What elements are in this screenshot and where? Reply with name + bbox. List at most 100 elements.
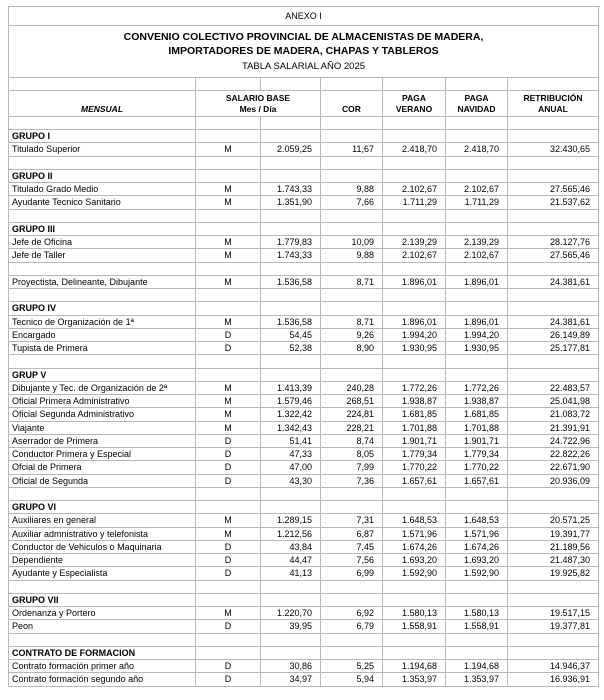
cell-cor: 8,05	[321, 448, 383, 462]
cell-retribucion-anual: 25.177,81	[508, 342, 599, 356]
cell-md	[196, 302, 261, 316]
cell-salario-base	[261, 355, 321, 369]
table-row: Titulado Grado Medio M 1.743,33 9,88 2.102,6…	[9, 183, 600, 197]
table-row: Conductor Primera y Especial D 47,33 8,05 1.…	[9, 448, 600, 462]
cell-salario-base	[261, 593, 321, 607]
cell-cor: 224,81	[321, 408, 383, 422]
cell-retribucion-anual: 21.189,56	[508, 540, 599, 554]
cell-salario-base	[261, 169, 321, 183]
cell-retribucion-anual: 27.565,46	[508, 249, 599, 263]
cell-cor	[321, 633, 383, 647]
cell-paga-navidad	[446, 156, 508, 170]
cell-label: Contrato formación primer año	[9, 660, 196, 674]
cell-paga-navidad: 1.994,20	[446, 328, 508, 342]
cell-salario-base: 1.743,33	[261, 249, 321, 263]
cell-retribucion-anual: 24.381,61	[508, 275, 599, 289]
cell-md	[196, 222, 261, 236]
cell-label	[9, 487, 196, 501]
cell-paga-verano: 1.681,85	[383, 408, 446, 422]
cell-md: D	[196, 660, 261, 674]
cell-cor: 11,67	[321, 143, 383, 157]
cell-md: D	[196, 434, 261, 448]
cell-paga-navidad: 1.896,01	[446, 275, 508, 289]
cell-retribucion-anual	[508, 169, 599, 183]
table-row: Ordenanza y Portero M 1.220,70 6,92 1.580,13…	[9, 607, 600, 621]
cell-paga-navidad: 1.770,22	[446, 461, 508, 475]
cell-retribucion-anual: 27.565,46	[508, 183, 599, 197]
group-row: GRUPO IV	[9, 302, 600, 316]
blank-row	[9, 289, 600, 303]
cell-retribucion-anual: 19.925,82	[508, 567, 599, 581]
cell-cor: 7,66	[321, 196, 383, 210]
table-row: Tupista de Primera D 52,38 8,90 1.930,95 1.93…	[9, 342, 600, 356]
cell-salario-base: 2.059,25	[261, 143, 321, 157]
cell-paga-verano	[383, 633, 446, 647]
cell-salario-base	[261, 487, 321, 501]
table-row: Jefe de Taller M 1.743,33 9,88 2.102,67 2.102…	[9, 249, 600, 263]
cell-paga-verano: 1.711,29	[383, 196, 446, 210]
table-row: Ayudante Tecnico Sanitario M 1.351,90 7,66 1…	[9, 196, 600, 210]
table-row: Contrato formación segundo año D 34,97 5,94…	[9, 673, 600, 687]
cell-cor: 7,45	[321, 540, 383, 554]
cell-cor: 8,74	[321, 434, 383, 448]
cell-md	[196, 289, 261, 303]
cell-cor: 9,88	[321, 249, 383, 263]
cell-label: Dibujante y Tec. de Organización de 2ª	[9, 381, 196, 395]
cell-md: M	[196, 607, 261, 621]
cell-paga-verano: 1.648,53	[383, 514, 446, 528]
cell-paga-verano: 1.772,26	[383, 381, 446, 395]
cell-label: Oficial de Segunda	[9, 474, 196, 488]
blank-row	[9, 355, 600, 369]
cell-md	[196, 169, 261, 183]
cell-cor: 9,26	[321, 328, 383, 342]
cell-paga-navidad: 1.558,91	[446, 620, 508, 634]
cell-label: GRUPO II	[9, 169, 196, 183]
salary-table: ANEXO I CONVENIO COLECTIVO PROVINCIAL DE…	[8, 6, 600, 687]
cell-md: M	[196, 315, 261, 329]
cell-md: D	[196, 567, 261, 581]
cell-md: D	[196, 474, 261, 488]
anexo-label: ANEXO I	[9, 7, 599, 26]
group-row: GRUPO VII	[9, 593, 600, 607]
cell-retribucion-anual	[508, 130, 599, 144]
cell-label: Conductor de Vehiculos o Maquinaria	[9, 540, 196, 554]
cell-md	[196, 646, 261, 660]
cell-paga-navidad: 1.711,29	[446, 196, 508, 210]
cell-salario-base: 30,86	[261, 660, 321, 674]
cell-paga-navidad: 1.681,85	[446, 408, 508, 422]
cell-paga-verano: 1.194,68	[383, 660, 446, 674]
cell-retribucion-anual	[508, 368, 599, 382]
cell-salario-base	[261, 289, 321, 303]
cell-cor	[321, 580, 383, 594]
cell-retribucion-anual	[508, 633, 599, 647]
cell-label: Encargado	[9, 328, 196, 342]
cell-salario-base: 44,47	[261, 554, 321, 568]
cell-label: Oficial Segunda Administrativo	[9, 408, 196, 422]
cell-md	[196, 487, 261, 501]
document-title-line1: CONVENIO COLECTIVO PROVINCIAL DE ALMACEN…	[123, 31, 484, 43]
cell-paga-verano	[383, 487, 446, 501]
cell-paga-verano: 1.901,71	[383, 434, 446, 448]
cell-md	[196, 262, 261, 276]
cell-salario-base	[261, 501, 321, 515]
cell-label: Auxiliares en general	[9, 514, 196, 528]
cell-salario-base: 1.743,33	[261, 183, 321, 197]
cell-label: Jefe de Oficina	[9, 236, 196, 250]
column-header-cor: COR	[321, 91, 383, 117]
cell-retribucion-anual: 22.822,26	[508, 448, 599, 462]
blank-row	[9, 580, 600, 594]
cell-salario-base: 1.322,42	[261, 408, 321, 422]
group-row: GRUP V	[9, 368, 600, 382]
cell-retribucion-anual	[508, 487, 599, 501]
table-row: Tecnico de Organización de 1ª M 1.536,58 8,…	[9, 315, 600, 329]
cell-md: M	[196, 196, 261, 210]
table-row: Contrato formación primer año D 30,86 5,25 1…	[9, 660, 600, 674]
cell-md	[196, 580, 261, 594]
cell-cor: 5,94	[321, 673, 383, 687]
title-block: CONVENIO COLECTIVO PROVINCIAL DE ALMACEN…	[9, 26, 599, 78]
cell-paga-verano	[383, 130, 446, 144]
cell-label	[9, 262, 196, 276]
column-header-paga-navidad: PAGA NAVIDAD	[446, 91, 508, 117]
cell-retribucion-anual: 14.946,37	[508, 660, 599, 674]
cell-retribucion-anual: 24.722,96	[508, 434, 599, 448]
